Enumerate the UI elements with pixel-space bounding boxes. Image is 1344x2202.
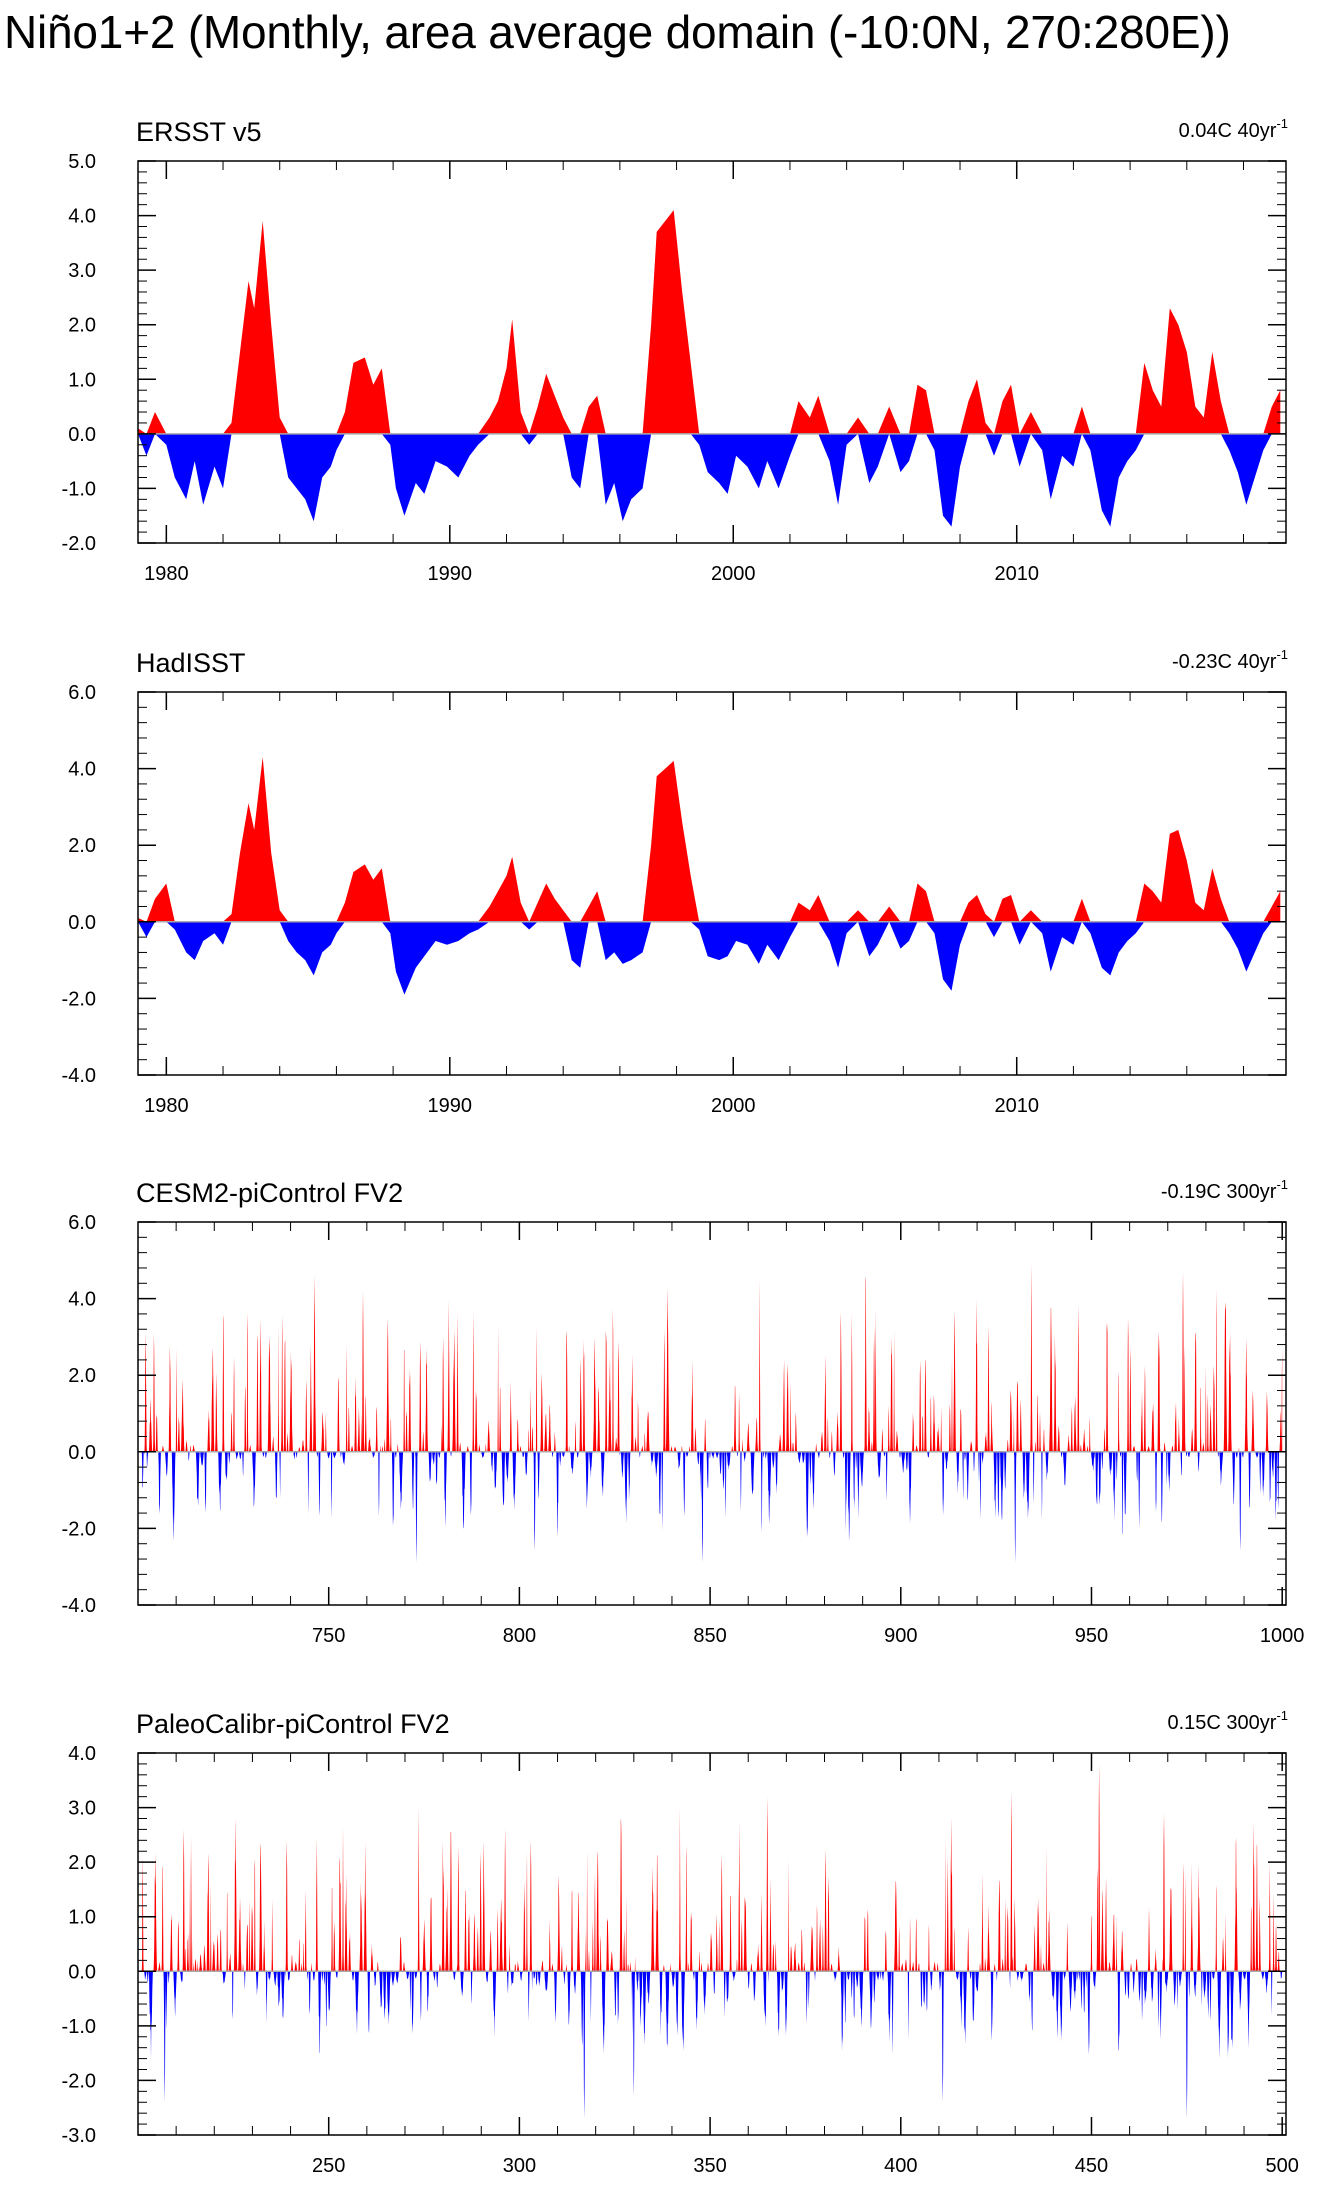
x-tick-label: 2010 (994, 1095, 1039, 1117)
y-tick-label: 4.0 (68, 759, 96, 781)
y-tick-label: -2.0 (62, 2070, 96, 2092)
plot-frame (137, 1221, 1287, 1606)
y-tick-label: 2.0 (68, 315, 96, 337)
y-tick-label: 1.0 (68, 369, 96, 391)
y-tick-label: 0.0 (68, 424, 96, 446)
positive-anomaly-area (138, 210, 1281, 434)
y-tick-label: 3.0 (68, 1798, 96, 1820)
chart-panel-3: CESM2-piControl FV2 -0.19C 300yr-1 -4.0 -2.… (62, 1177, 1305, 1647)
x-tick-label: 2000 (711, 563, 756, 585)
y-tick-label: 0.0 (68, 912, 96, 934)
x-tick-label: 950 (1075, 1625, 1108, 1647)
y-tick-label: -4.0 (62, 1065, 96, 1087)
x-tick-label: 500 (1265, 2155, 1298, 2177)
negative-anomaly-area (138, 433, 1281, 527)
y-tick-label: 0.0 (68, 1442, 96, 1464)
x-tick-label: 1980 (144, 1095, 189, 1117)
plot-frame (137, 1752, 1287, 2136)
x-tick-label: 1990 (428, 563, 473, 585)
x-tick-label: 2000 (711, 1095, 756, 1117)
plot-frame (137, 691, 1287, 1076)
chart-panel-4: PaleoCalibr-piControl FV2 0.15C 300yr-1 -3… (62, 1708, 1299, 2177)
panel-title: CESM2-piControl FV2 (136, 1178, 403, 1208)
x-tick-label: 1990 (428, 1095, 473, 1117)
trend-superscript: -1 (1276, 1177, 1288, 1192)
y-tick-label: 6.0 (68, 682, 96, 704)
x-tick-label: 900 (884, 1625, 917, 1647)
y-tick-label: -1.0 (62, 2016, 96, 2038)
x-tick-label: 1000 (1260, 1625, 1305, 1647)
chart-panel-2: HadISST -0.23C 40yr-1 -4.0 -2.0 0.0 2.0 4.0 6.0… (62, 647, 1288, 1117)
y-tick-label: 5.0 (68, 151, 96, 173)
positive-anomaly-area (141, 1263, 1283, 1452)
y-tick-label: 3.0 (68, 260, 96, 282)
y-tick-label: -2.0 (62, 1518, 96, 1540)
y-tick-label: 0.0 (68, 1961, 96, 1983)
x-tick-label: 450 (1075, 2155, 1108, 2177)
trend-label: -0.23C 40yr-1 (1172, 647, 1288, 673)
y-tick-label: -3.0 (62, 2125, 96, 2147)
trend-superscript: -1 (1276, 647, 1288, 662)
trend-label: -0.19C 300yr-1 (1161, 1177, 1288, 1203)
y-tick-label: 4.0 (68, 206, 96, 228)
y-tick-label: 2.0 (68, 1365, 96, 1387)
trend-label: 0.15C 300yr-1 (1167, 1708, 1288, 1734)
y-tick-label: 1.0 (68, 1907, 96, 1929)
x-tick-label: 400 (884, 2155, 917, 2177)
y-tick-label: 2.0 (68, 1852, 96, 1874)
negative-anomaly-area (141, 1451, 1283, 1563)
x-tick-label: 750 (312, 1625, 345, 1647)
trend-superscript: -1 (1276, 116, 1288, 131)
x-tick-label: 800 (503, 1625, 536, 1647)
plot-frame (137, 160, 1287, 544)
y-tick-label: -1.0 (62, 478, 96, 500)
panel-title: ERSST v5 (136, 117, 262, 147)
trend-superscript: -1 (1276, 1708, 1288, 1723)
negative-anomaly-area (141, 1971, 1283, 2119)
main-title: Niño1+2 (Monthly, area average domain (-… (4, 6, 1231, 58)
x-tick-label: 1980 (144, 563, 189, 585)
y-tick-label: -2.0 (62, 988, 96, 1010)
y-tick-label: 4.0 (68, 1743, 96, 1765)
trend-label: 0.04C 40yr-1 (1179, 116, 1288, 142)
x-tick-label: 2010 (994, 563, 1039, 585)
chart-panel-1: ERSST v5 0.04C 40yr-1 -2.0 -1.0 0.0 1.0 2.0 3.0… (62, 116, 1288, 585)
panel-title: PaleoCalibr-piControl FV2 (136, 1709, 450, 1739)
positive-anomaly-area (138, 757, 1281, 922)
y-tick-label: -2.0 (62, 533, 96, 555)
x-tick-label: 250 (312, 2155, 345, 2177)
y-tick-label: 2.0 (68, 835, 96, 857)
y-tick-label: 6.0 (68, 1212, 96, 1234)
negative-anomaly-area (138, 921, 1281, 995)
x-tick-label: 350 (693, 2155, 726, 2177)
y-tick-label: 4.0 (68, 1289, 96, 1311)
y-tick-label: -4.0 (62, 1595, 96, 1617)
x-tick-label: 300 (503, 2155, 536, 2177)
positive-anomaly-area (141, 1763, 1283, 1972)
x-tick-label: 850 (693, 1625, 726, 1647)
panel-title: HadISST (136, 648, 246, 678)
